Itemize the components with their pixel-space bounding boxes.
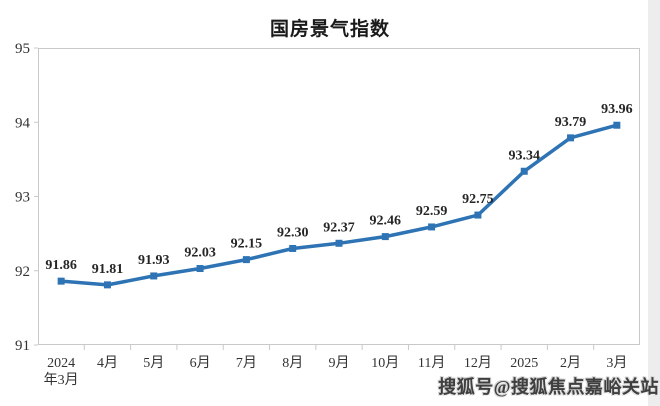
data-point-marker bbox=[103, 281, 111, 289]
x-tick-label: 10月 bbox=[371, 355, 399, 371]
data-point-marker bbox=[196, 265, 204, 273]
data-point-label: 93.79 bbox=[555, 115, 587, 130]
data-point-marker bbox=[520, 167, 528, 175]
data-point-label: 92.46 bbox=[370, 214, 402, 229]
data-point-label: 92.59 bbox=[416, 204, 448, 219]
right-edge-band bbox=[648, 0, 660, 406]
data-point-label: 93.96 bbox=[601, 102, 633, 117]
data-point-label: 92.03 bbox=[184, 246, 216, 261]
data-point-label: 92.15 bbox=[231, 237, 263, 252]
x-tick-label: 7月 bbox=[236, 355, 257, 371]
plot-border bbox=[38, 48, 640, 345]
y-tick-label: 92 bbox=[15, 264, 30, 280]
y-tick-label: 91 bbox=[15, 338, 30, 354]
data-point-label: 92.30 bbox=[277, 225, 309, 240]
data-point-marker bbox=[381, 233, 389, 241]
y-tick-label: 94 bbox=[15, 115, 31, 131]
data-point-marker bbox=[242, 256, 250, 264]
x-tick-label: 6月 bbox=[190, 355, 211, 371]
data-point-label: 91.86 bbox=[45, 258, 77, 273]
x-tick-label: 4月 bbox=[97, 355, 118, 371]
x-tick-label: 8月 bbox=[282, 355, 303, 371]
data-point-label: 92.75 bbox=[462, 192, 494, 207]
data-point-label: 92.37 bbox=[323, 220, 355, 235]
x-tick-label: 年3月 bbox=[44, 372, 79, 388]
data-point-marker bbox=[57, 277, 65, 285]
x-tick-label: 2024 bbox=[47, 356, 75, 371]
data-point-marker bbox=[613, 121, 621, 129]
data-point-marker bbox=[289, 244, 297, 252]
x-tick-label: 11月 bbox=[418, 355, 445, 371]
data-point-label: 93.34 bbox=[508, 148, 540, 163]
x-tick-label: 3月 bbox=[606, 355, 627, 371]
watermark-text: 搜狐号@搜狐焦点嘉峪关站 bbox=[438, 377, 659, 397]
x-tick-label: 5月 bbox=[143, 355, 164, 371]
data-point-marker bbox=[150, 272, 158, 280]
y-tick-label: 93 bbox=[15, 190, 30, 206]
data-point-marker bbox=[428, 223, 436, 231]
y-tick-label: 95 bbox=[15, 41, 30, 57]
x-tick-label: 9月 bbox=[329, 355, 350, 371]
data-point-marker bbox=[335, 239, 343, 247]
x-tick-label: 2025 bbox=[510, 356, 538, 371]
x-tick-label: 2月 bbox=[560, 355, 581, 371]
data-point-marker bbox=[567, 134, 575, 142]
data-point-marker bbox=[474, 211, 482, 219]
data-point-label: 91.93 bbox=[138, 253, 170, 268]
x-tick-label: 12月 bbox=[464, 355, 492, 371]
data-point-label: 91.81 bbox=[92, 262, 124, 277]
page-title: 国房景气指数 bbox=[269, 19, 390, 40]
